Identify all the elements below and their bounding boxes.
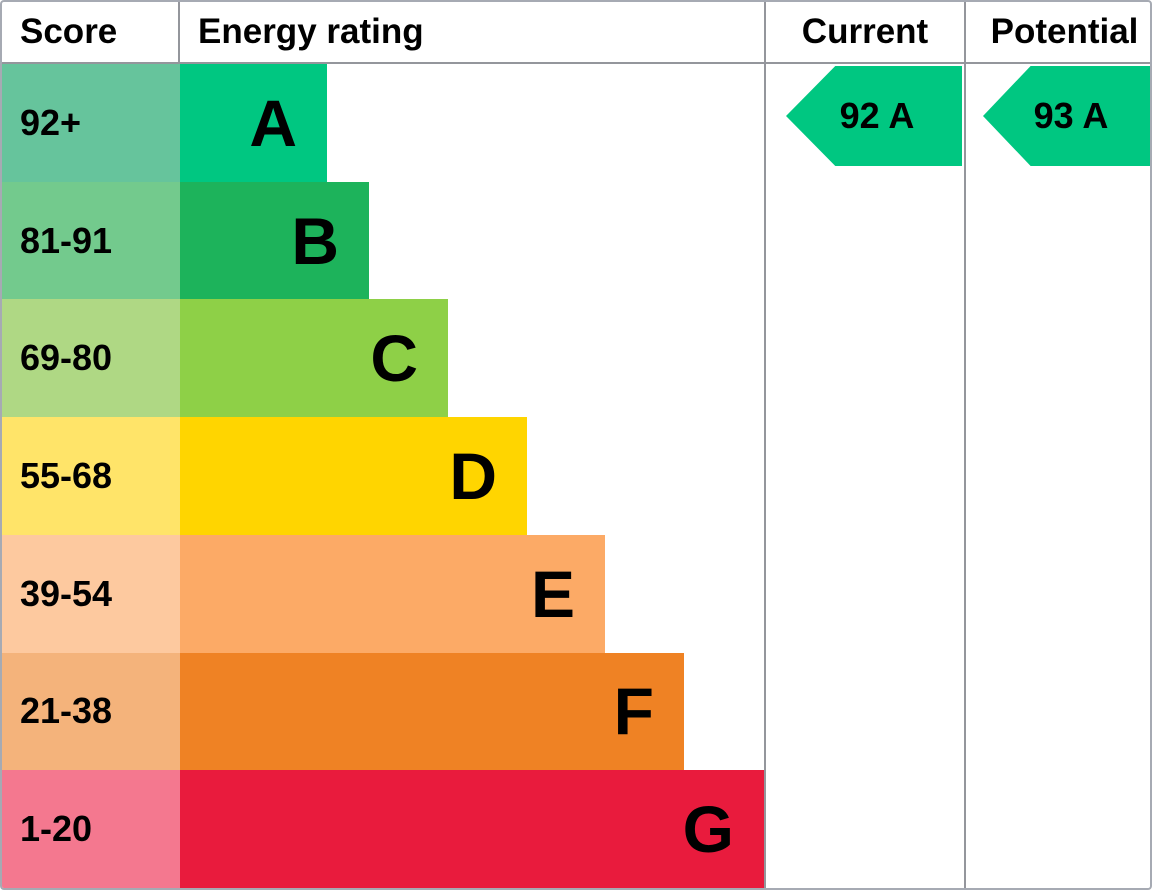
band-row-b: 81-91 B xyxy=(2,181,764,300)
current-column: Current 92 A xyxy=(764,2,964,888)
score-range-g: 1-20 xyxy=(2,770,180,888)
energy-rating-column-header: Energy rating xyxy=(198,12,424,51)
band-rows: 92+ A 81-91 B 69-80 C 55-68 xyxy=(2,64,764,888)
score-range-e: 39-54 xyxy=(2,534,180,653)
band-letter-d: D xyxy=(449,439,497,514)
band-letter-a: A xyxy=(249,85,297,160)
band-row-a: 92+ A xyxy=(2,64,764,182)
score-column-header: Score xyxy=(2,2,180,62)
current-rating-label: 92 A xyxy=(839,95,915,136)
band-bar-b: B xyxy=(180,181,369,300)
score-range-a: 92+ xyxy=(2,64,180,182)
score-range-d: 55-68 xyxy=(2,417,180,535)
band-bar-d: D xyxy=(180,417,527,535)
potential-arrow-zone: 93 A xyxy=(966,64,1150,888)
band-row-c: 69-80 C xyxy=(2,299,764,418)
current-column-header: Current xyxy=(766,2,964,64)
table-header-row: Score Energy rating xyxy=(2,2,764,64)
band-row-e: 39-54 E xyxy=(2,534,764,653)
current-arrow-zone: 92 A xyxy=(766,64,964,888)
score-range-f: 21-38 xyxy=(2,652,180,771)
band-bar-c: C xyxy=(180,299,448,418)
band-letter-c: C xyxy=(370,321,418,396)
band-letter-f: F xyxy=(613,674,654,749)
band-row-d: 55-68 D xyxy=(2,417,764,535)
potential-rating-arrow: 93 A xyxy=(983,66,1150,166)
band-bar-g: G xyxy=(180,770,764,888)
current-rating-arrow: 92 A xyxy=(786,66,962,166)
potential-rating-label: 93 A xyxy=(1033,95,1109,136)
band-bar-f: F xyxy=(180,652,684,771)
score-range-c: 69-80 xyxy=(2,299,180,418)
band-bar-e: E xyxy=(180,534,605,653)
band-letter-e: E xyxy=(530,556,575,631)
band-bar-a: A xyxy=(180,64,327,182)
potential-column: Potential 93 A xyxy=(964,2,1150,888)
rating-table: Score Energy rating 92+ A 81-91 B 69-80 … xyxy=(2,2,764,888)
band-row-g: 1-20 G xyxy=(2,770,764,888)
band-letter-b: B xyxy=(291,203,339,278)
band-letter-g: G xyxy=(682,792,734,867)
potential-column-header: Potential xyxy=(966,2,1150,64)
score-range-b: 81-91 xyxy=(2,181,180,300)
band-row-f: 21-38 F xyxy=(2,652,764,771)
